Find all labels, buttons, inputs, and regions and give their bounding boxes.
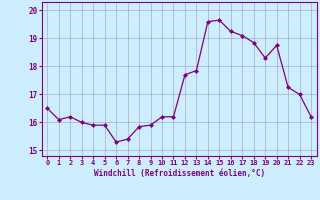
X-axis label: Windchill (Refroidissement éolien,°C): Windchill (Refroidissement éolien,°C) — [94, 169, 265, 178]
